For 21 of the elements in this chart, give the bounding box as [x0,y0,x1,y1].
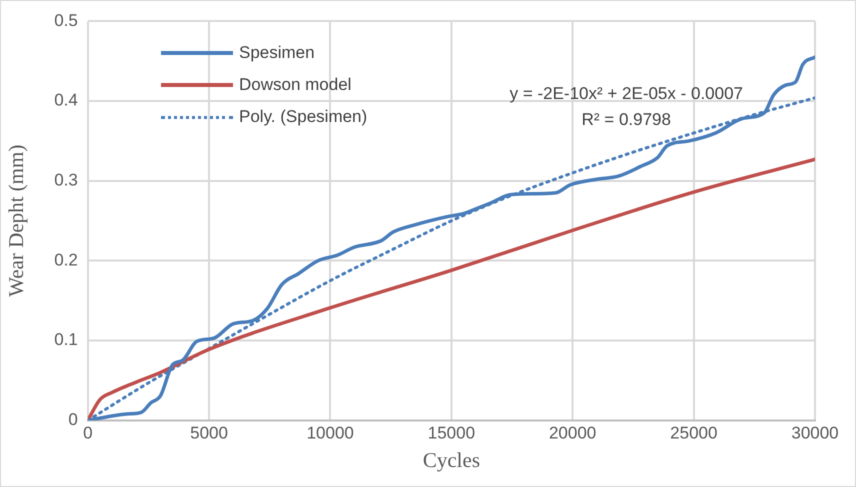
y-tick-label: 0.3 [54,170,78,190]
x-tick-label: 10000 [306,423,354,442]
x-tick-label: 15000 [428,423,476,442]
annotation: R² = 0.9798 [580,109,672,131]
x-tick-label: 20000 [548,423,596,442]
y-tick-label: 0.2 [54,250,78,270]
x-tick-label: 30000 [791,423,839,442]
line-series [88,158,815,420]
y-tick-label: 0 [68,410,78,430]
annotation: y = -2E-10x² + 2E-05x - 0.0007 [510,83,743,105]
y-tick-label: 0.4 [54,90,78,110]
x-tick-label: 25000 [670,423,718,442]
x-axis-title: Cycles [422,448,480,472]
legend-label: Dowson model [239,75,352,95]
y-tick-label: 0.1 [54,330,78,350]
legend-label: Spesimen [239,43,315,63]
x-tick-label: 0 [83,423,93,442]
legend-label: Poly. (Spesimen) [239,107,368,127]
y-axis-title: Wear Depht (mm) [4,144,28,297]
x-tick-label: 5000 [190,423,228,442]
y-tick-label: 0.5 [54,10,78,30]
